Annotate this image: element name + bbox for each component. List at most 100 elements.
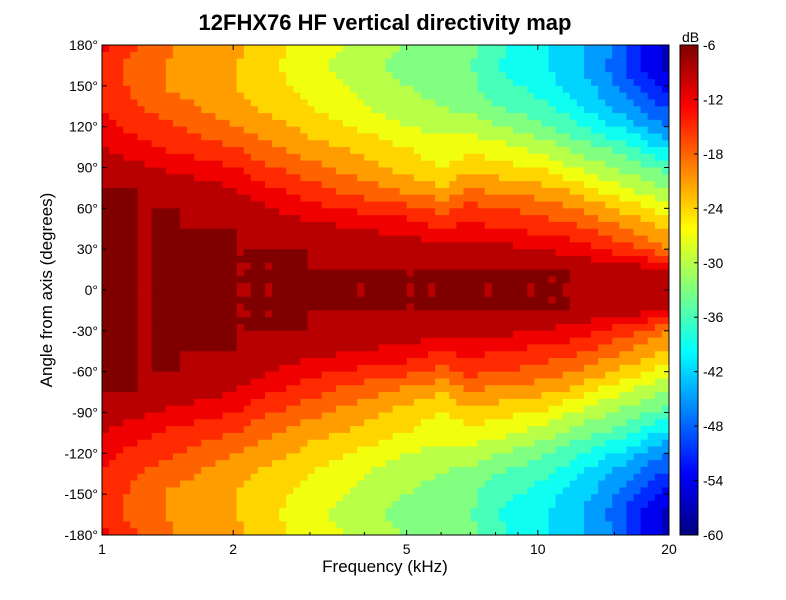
heatmap-cell <box>505 72 514 80</box>
heatmap-cell <box>335 140 344 148</box>
heatmap-cell <box>598 398 606 407</box>
heatmap-cell <box>123 255 131 264</box>
heatmap-cell <box>130 330 139 339</box>
heatmap-cell <box>378 351 387 359</box>
heatmap-cell <box>250 378 259 386</box>
heatmap-cell <box>172 235 181 243</box>
heatmap-cell <box>491 228 500 237</box>
heatmap-cell <box>470 119 479 128</box>
heatmap-cell <box>102 126 110 135</box>
heatmap-cell <box>364 242 372 250</box>
heatmap-cell <box>236 140 245 148</box>
heatmap-cell <box>123 92 131 101</box>
heatmap-cell <box>208 405 216 414</box>
heatmap-cell <box>102 147 110 155</box>
heatmap-cell <box>583 72 592 80</box>
heatmap-cell <box>520 174 528 182</box>
heatmap-cell <box>654 208 663 216</box>
heatmap-cell <box>144 255 153 264</box>
heatmap-cell <box>165 72 174 80</box>
heatmap-cell <box>357 446 365 454</box>
heatmap-cell <box>385 58 394 67</box>
heatmap-cell <box>505 283 514 291</box>
heatmap-cell <box>286 194 294 203</box>
heatmap-cell <box>548 79 557 87</box>
heatmap-cell <box>406 405 415 414</box>
heatmap-cell <box>335 208 344 216</box>
heatmap-cell <box>534 126 543 135</box>
heatmap-cell <box>583 45 592 53</box>
heatmap-cell <box>109 405 117 414</box>
heatmap-cell <box>534 371 543 380</box>
heatmap-cell <box>449 324 457 332</box>
heatmap-cell <box>158 269 167 277</box>
heatmap-cell <box>654 187 663 196</box>
heatmap-cell <box>463 249 472 257</box>
heatmap-cell <box>576 160 585 169</box>
heatmap-cell <box>172 460 181 468</box>
heatmap-cell <box>265 215 273 223</box>
heatmap-cell <box>215 174 224 182</box>
heatmap-cell <box>562 126 571 135</box>
heatmap-cell <box>477 235 486 243</box>
heatmap-cell <box>286 119 294 128</box>
heatmap-cell <box>562 201 571 209</box>
heatmap-cell <box>215 147 224 155</box>
heatmap-cell <box>328 65 337 73</box>
heatmap-cell <box>661 385 669 393</box>
heatmap-cell <box>647 296 656 305</box>
heatmap-cell <box>385 235 394 243</box>
heatmap-cell <box>491 378 500 386</box>
heatmap-cell <box>286 51 294 60</box>
heatmap-cell <box>661 262 669 271</box>
heatmap-cell <box>420 201 429 209</box>
heatmap-cell <box>534 385 543 393</box>
heatmap-cell <box>654 283 663 291</box>
heatmap-cell <box>371 398 380 407</box>
heatmap-cell <box>144 337 153 346</box>
heatmap-cell <box>541 147 550 155</box>
heatmap-cell <box>406 432 415 441</box>
heatmap-cell <box>300 446 309 454</box>
heatmap-cell <box>364 358 372 366</box>
heatmap-cell <box>102 262 110 271</box>
heatmap-cell <box>633 276 642 284</box>
heatmap-cell <box>392 262 401 271</box>
heatmap-cell <box>293 283 302 291</box>
heatmap-cell <box>392 439 401 448</box>
heatmap-cell <box>342 439 351 448</box>
heatmap-cell <box>463 242 472 250</box>
heatmap-cell <box>399 358 408 366</box>
heatmap-cell <box>520 153 528 162</box>
heatmap-cell <box>307 255 316 264</box>
heatmap-cell <box>158 405 167 414</box>
heatmap-cell <box>364 460 372 468</box>
heatmap-cell <box>541 194 550 203</box>
heatmap-cell <box>569 439 578 448</box>
heatmap-cell <box>250 167 259 175</box>
heatmap-cell <box>102 113 110 121</box>
heatmap-cell <box>215 92 224 101</box>
heatmap-cell <box>279 405 287 414</box>
heatmap-cell <box>201 324 209 332</box>
heatmap-cell <box>605 330 613 339</box>
heatmap-cell <box>130 337 139 346</box>
heatmap-cell <box>406 344 415 352</box>
heatmap-cell <box>194 45 202 53</box>
heatmap-cell <box>569 201 578 209</box>
heatmap-cell <box>222 119 231 128</box>
heatmap-cell <box>272 235 280 243</box>
heatmap-cell <box>527 194 535 203</box>
heatmap-cell <box>647 51 656 60</box>
heatmap-cell <box>328 92 337 101</box>
heatmap-cell <box>591 51 599 60</box>
heatmap-cell <box>399 85 408 94</box>
heatmap-cell <box>583 337 592 346</box>
heatmap-cell <box>591 249 599 257</box>
heatmap-cell <box>392 255 401 264</box>
heatmap-cell <box>222 419 231 427</box>
heatmap-cell <box>435 126 443 135</box>
heatmap-cell <box>605 324 613 332</box>
heatmap-cell <box>265 242 273 250</box>
heatmap-cell <box>463 330 472 339</box>
